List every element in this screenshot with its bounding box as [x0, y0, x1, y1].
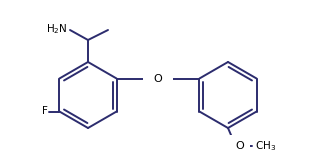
Text: CH$_3$: CH$_3$	[255, 139, 276, 153]
Text: O: O	[154, 73, 162, 84]
Text: H$_2$N: H$_2$N	[46, 22, 68, 36]
Text: F: F	[42, 106, 47, 116]
Text: O: O	[236, 141, 244, 151]
